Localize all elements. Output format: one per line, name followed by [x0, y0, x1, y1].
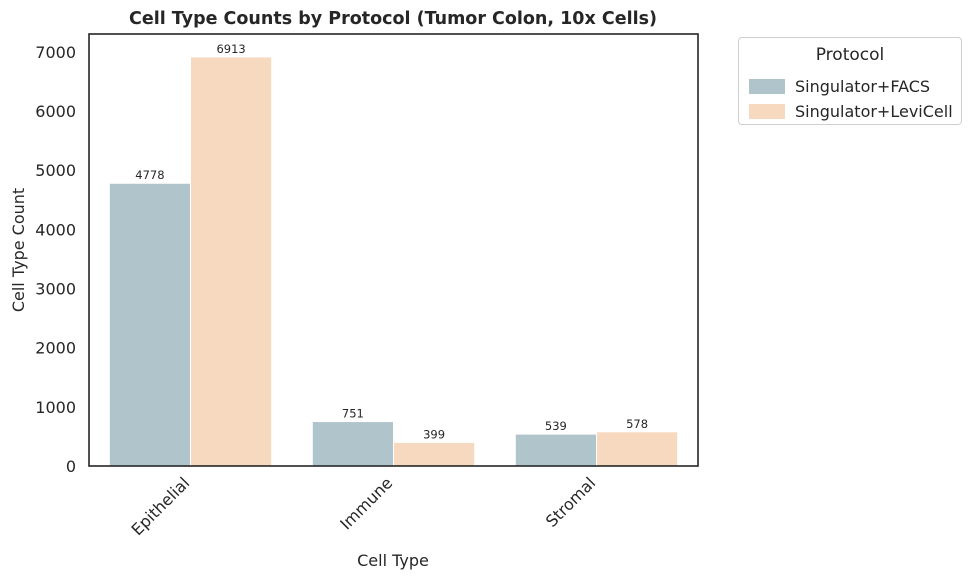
- bar-singulator-facs-immune: [311, 421, 394, 467]
- legend-swatch-facs: [749, 78, 785, 94]
- data-label-singulator-levicell-immune: 399: [423, 427, 445, 441]
- legend-title: Protocol: [815, 45, 885, 65]
- y-axis-label: Cell Type Count: [9, 188, 28, 312]
- x-tick-label-immune: Immune: [336, 473, 396, 533]
- bar-singulator-levicell-epithelial: [190, 56, 273, 467]
- y-tick-label-3000: 3000: [35, 279, 76, 298]
- data-label-singulator-facs-immune: 751: [342, 407, 364, 421]
- y-tick-label-0: 0: [66, 457, 76, 476]
- y-tick-label-6000: 6000: [35, 102, 76, 121]
- y-tick-label-4000: 4000: [35, 220, 76, 239]
- legend-item-facs: Singulator+FACS: [749, 74, 930, 98]
- data-label-singulator-levicell-epithelial: 6913: [216, 42, 245, 56]
- y-tick-label-5000: 5000: [35, 161, 76, 180]
- data-label-singulator-facs-stromal: 539: [545, 419, 567, 433]
- data-label-singulator-levicell-stromal: 578: [626, 417, 648, 431]
- y-tick-label-2000: 2000: [35, 339, 76, 358]
- bar-singulator-facs-epithelial: [108, 182, 191, 467]
- data-label-singulator-facs-epithelial: 4778: [135, 168, 164, 182]
- bar-singulator-levicell-stromal: [596, 431, 679, 467]
- bar-singulator-levicell-immune: [393, 441, 476, 467]
- y-tick-label-7000: 7000: [35, 43, 76, 62]
- x-tick-label-epithelial: Epithelial: [127, 473, 193, 539]
- x-tick-label-stromal: Stromal: [542, 473, 599, 530]
- legend-label-facs: Singulator+FACS: [795, 76, 931, 96]
- legend-label-levicell: Singulator+LeviCell: [795, 101, 953, 121]
- legend-swatch-levicell: [749, 103, 785, 119]
- legend-item-levicell: Singulator+LeviCell: [749, 99, 953, 123]
- x-axis-label: Cell Type: [357, 551, 429, 570]
- bar-singulator-facs-stromal: [514, 433, 597, 467]
- plot-area: 4778 751 539 6913 399 578 0 1000 2000 3000 4000 500…: [35, 33, 699, 539]
- plot-frame: [88, 33, 699, 467]
- y-tick-label-1000: 1000: [35, 398, 76, 417]
- chart-title: Cell Type Counts by Protocol (Tumor Colo…: [129, 9, 657, 29]
- legend: Protocol Singulator+FACS Singulator+Levi…: [738, 37, 962, 125]
